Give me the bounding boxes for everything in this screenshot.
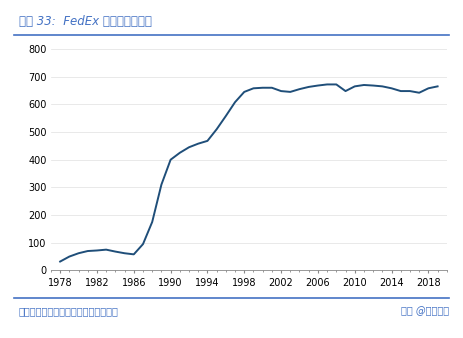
Text: 图表 33:  FedEx 机队规模（架）: 图表 33: FedEx 机队规模（架）: [19, 15, 151, 28]
Text: 资料来源：公司公告，国盛证券研究所: 资料来源：公司公告，国盛证券研究所: [19, 307, 119, 317]
Text: 头条 @未来智库: 头条 @未来智库: [401, 307, 449, 317]
